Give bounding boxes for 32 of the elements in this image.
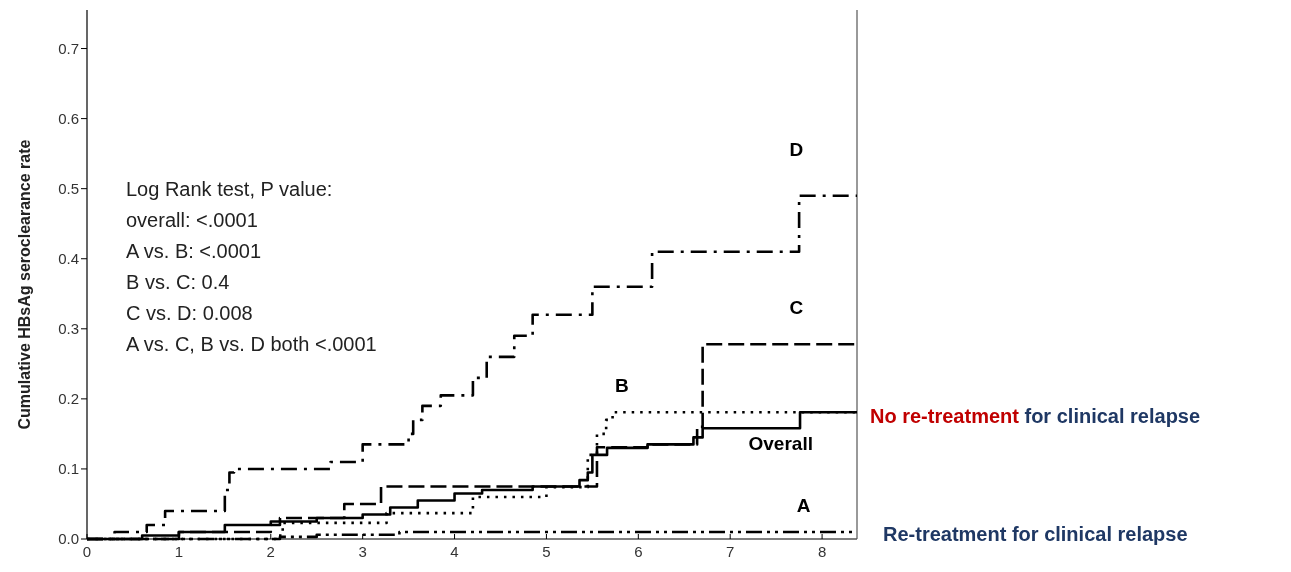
text: Re-treatment for clinical relapse xyxy=(883,523,1188,545)
y-tick-label: 0.2 xyxy=(58,390,79,408)
y-tick-label: 0.5 xyxy=(58,179,79,197)
y-tick-label: 0.1 xyxy=(58,460,79,478)
text: for clinical relapse xyxy=(1018,405,1201,427)
y-tick-label: 0.3 xyxy=(58,320,79,338)
x-tick-label: 2 xyxy=(266,543,275,560)
y-tick-label: 0.7 xyxy=(58,39,79,57)
series-label: Overall xyxy=(748,433,813,455)
series-label: A xyxy=(796,494,811,516)
annotation: A vs. C, B vs. D both <.0001 xyxy=(126,333,377,355)
y-tick-label: 0.6 xyxy=(58,109,79,127)
series-label: D xyxy=(789,138,804,160)
text: No re-treatment xyxy=(870,405,1020,427)
x-tick-label: 4 xyxy=(450,543,459,560)
series-label: C xyxy=(789,297,804,319)
x-tick-label: 3 xyxy=(358,543,367,560)
annotation: A vs. B: <.0001 xyxy=(126,240,262,262)
series-label: B xyxy=(614,375,629,397)
x-tick-label: 6 xyxy=(634,543,643,560)
x-tick-label: 8 xyxy=(817,543,827,560)
x-tick-label: 0 xyxy=(82,543,92,560)
annotation: Log Rank test, P value: xyxy=(126,178,333,200)
y-tick-label: 0.0 xyxy=(58,530,79,548)
y-tick-label: 0.4 xyxy=(58,249,79,267)
annotation: C vs. D: 0.008 xyxy=(126,302,253,324)
y-axis-title: Cumulative HBsAg seroclearance rate xyxy=(16,139,33,430)
annotation: B vs. C: 0.4 xyxy=(126,271,230,293)
x-tick-label: 1 xyxy=(174,543,184,560)
x-tick-label: 7 xyxy=(726,543,735,560)
annotation: overall: <.0001 xyxy=(126,209,258,231)
x-tick-label: 5 xyxy=(542,543,551,560)
